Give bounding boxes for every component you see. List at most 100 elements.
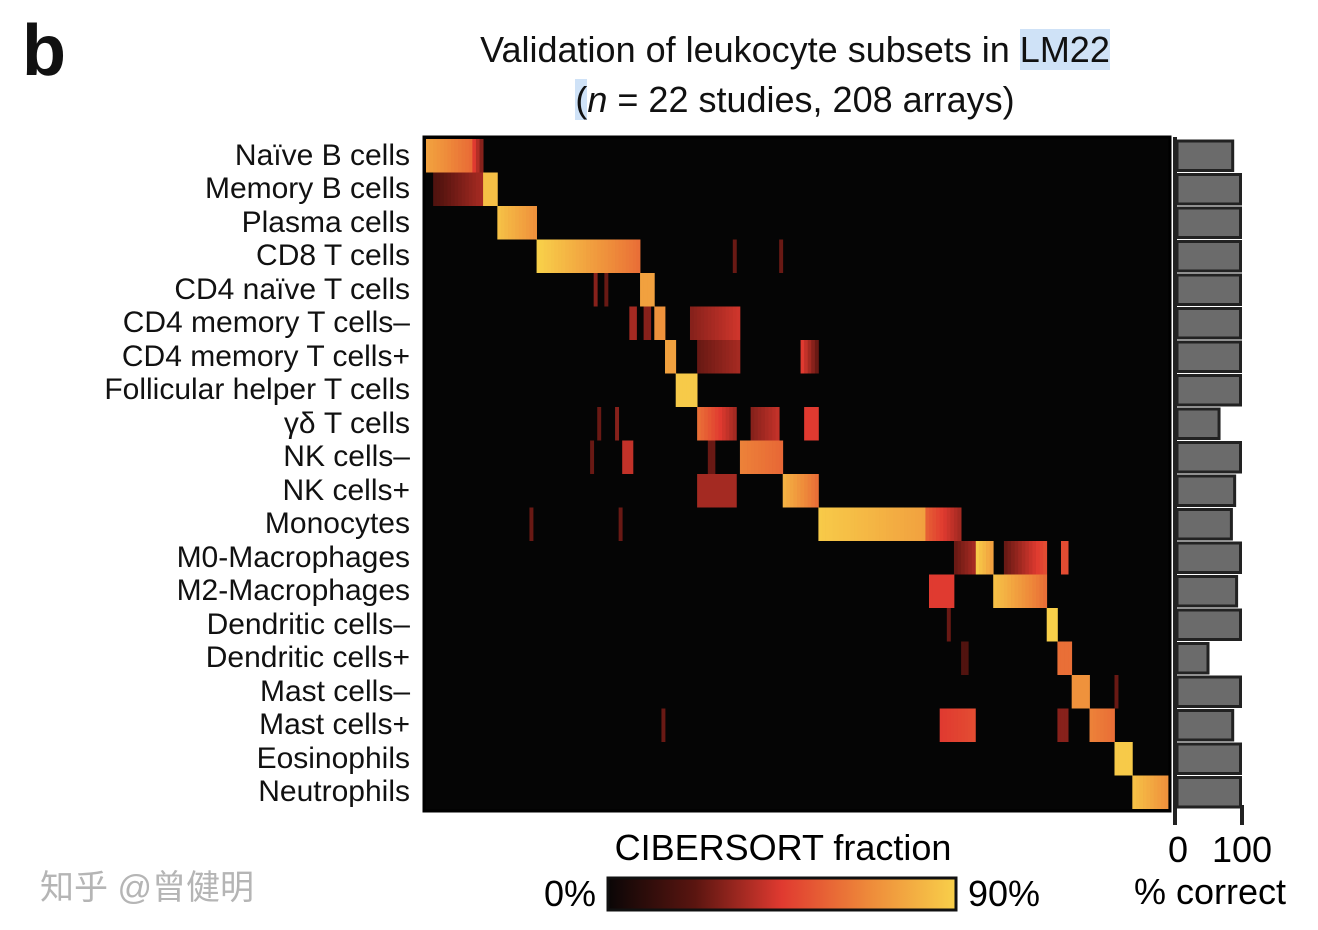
heatmap-cell <box>1028 574 1033 608</box>
heatmap-cell <box>472 139 477 173</box>
heatmap-cell <box>989 541 994 575</box>
heatmap-cell <box>604 273 609 307</box>
heatmap-cell <box>1078 675 1083 709</box>
bar-percent-correct <box>1175 240 1242 273</box>
heatmap-cell <box>697 306 702 340</box>
heatmap-cell <box>515 206 520 240</box>
bar-percent-correct <box>1175 575 1239 608</box>
row-label: NK cells+ <box>282 473 410 507</box>
heatmap-cell <box>782 474 787 508</box>
heatmap-cell <box>686 373 691 407</box>
heatmap-cell <box>672 340 677 374</box>
heatmap-cell <box>1043 541 1048 575</box>
heatmap-cell <box>896 507 901 541</box>
bar-percent-correct <box>1175 173 1242 206</box>
heatmap-cell <box>928 574 933 608</box>
heatmap-cells <box>426 139 1169 809</box>
heatmap-cell <box>943 507 948 541</box>
heatmap-cell <box>1036 541 1040 575</box>
heatmap-cell <box>640 273 645 307</box>
colorbar-min-label: 0% <box>544 873 596 914</box>
heatmap-cell <box>1114 675 1119 709</box>
heatmap-cell <box>665 340 669 374</box>
heatmap-cell <box>1057 708 1062 742</box>
heatmap-cell <box>761 440 766 474</box>
heatmap-cell <box>1064 641 1069 675</box>
heatmap-cell <box>871 507 876 541</box>
heatmap-cell <box>857 507 862 541</box>
heatmap-cell <box>1100 708 1105 742</box>
heatmap-cell <box>779 440 784 474</box>
title-paren: ( <box>575 79 588 120</box>
heatmap-cell <box>846 507 851 541</box>
heatmap-cell <box>426 139 430 173</box>
chart-title-line2: (n = 22 studies, 208 arrays) <box>400 79 1190 120</box>
heatmap-cell <box>843 507 848 541</box>
heatmap-cell <box>1125 742 1130 776</box>
heatmap-cell <box>1107 708 1112 742</box>
heatmap-cell <box>1018 541 1023 575</box>
bar-percent-correct <box>1175 407 1221 440</box>
heatmap-cell <box>443 172 448 206</box>
title-rest: = 22 studies, 208 arrays) <box>607 79 1015 120</box>
heatmap-cell <box>1032 541 1037 575</box>
heatmap-cell <box>961 641 966 675</box>
heatmap-cell <box>1028 541 1033 575</box>
heatmap-cell <box>768 407 773 441</box>
bar-percent-correct <box>1175 307 1242 340</box>
heatmap-cell <box>1007 541 1012 575</box>
heatmap-cell <box>1132 775 1137 809</box>
heatmap-cell <box>754 440 759 474</box>
heatmap-cell <box>825 507 830 541</box>
heatmap-cell <box>725 407 730 441</box>
heatmap-cell <box>522 206 527 240</box>
heatmap-cell <box>811 474 816 508</box>
heatmap-cell <box>875 507 880 541</box>
heatmap-cell <box>707 306 712 340</box>
heatmap-cell <box>729 407 734 441</box>
heatmap-cell <box>689 373 694 407</box>
heatmap-cell <box>575 239 580 273</box>
bar-xlabel: % correct <box>1134 871 1286 912</box>
heatmap-cell <box>953 708 958 742</box>
heatmap-cell <box>636 239 641 273</box>
heatmap-cell <box>1093 708 1098 742</box>
heatmap-cell <box>1003 541 1008 575</box>
heatmap-cell <box>704 340 709 374</box>
watermark: 知乎 @曾健明 <box>40 869 254 907</box>
heatmap-cell <box>1011 541 1016 575</box>
heatmap-cell <box>440 139 445 173</box>
heatmap-cell <box>1032 574 1037 608</box>
title-n: n <box>587 79 608 120</box>
row-label: NK cells– <box>283 440 410 473</box>
heatmap-cell <box>811 407 816 441</box>
heatmap-cell <box>946 507 951 541</box>
heatmap-cell <box>590 239 595 273</box>
heatmap-cell <box>533 206 537 240</box>
heatmap-cell <box>814 474 819 508</box>
heatmap-cell <box>615 239 620 273</box>
heatmap-cell <box>568 239 573 273</box>
bar-percent-correct <box>1175 441 1242 474</box>
heatmap-cell <box>675 373 680 407</box>
bar-percent-correct <box>1175 340 1242 373</box>
heatmap-cell <box>629 306 634 340</box>
heatmap-cell <box>704 474 709 508</box>
heatmap-cell <box>700 407 705 441</box>
heatmap-cell <box>433 172 438 206</box>
heatmap-cell <box>854 507 859 541</box>
heatmap-cell <box>1103 708 1108 742</box>
row-label: CD8 T cells <box>256 239 410 272</box>
heatmap-cell <box>757 440 762 474</box>
heatmap-cell <box>529 507 534 541</box>
heatmap-cell <box>654 306 659 340</box>
heatmap-cell <box>804 407 809 441</box>
heatmap-cell <box>996 574 1001 608</box>
heatmap-cell <box>700 474 705 508</box>
panel-letter: b <box>22 11 66 91</box>
heatmap-cell <box>964 541 969 575</box>
heatmap-cell <box>440 172 445 206</box>
heatmap-cell <box>465 139 470 173</box>
heatmap-cell <box>497 206 502 240</box>
heatmap-cell <box>1025 574 1030 608</box>
